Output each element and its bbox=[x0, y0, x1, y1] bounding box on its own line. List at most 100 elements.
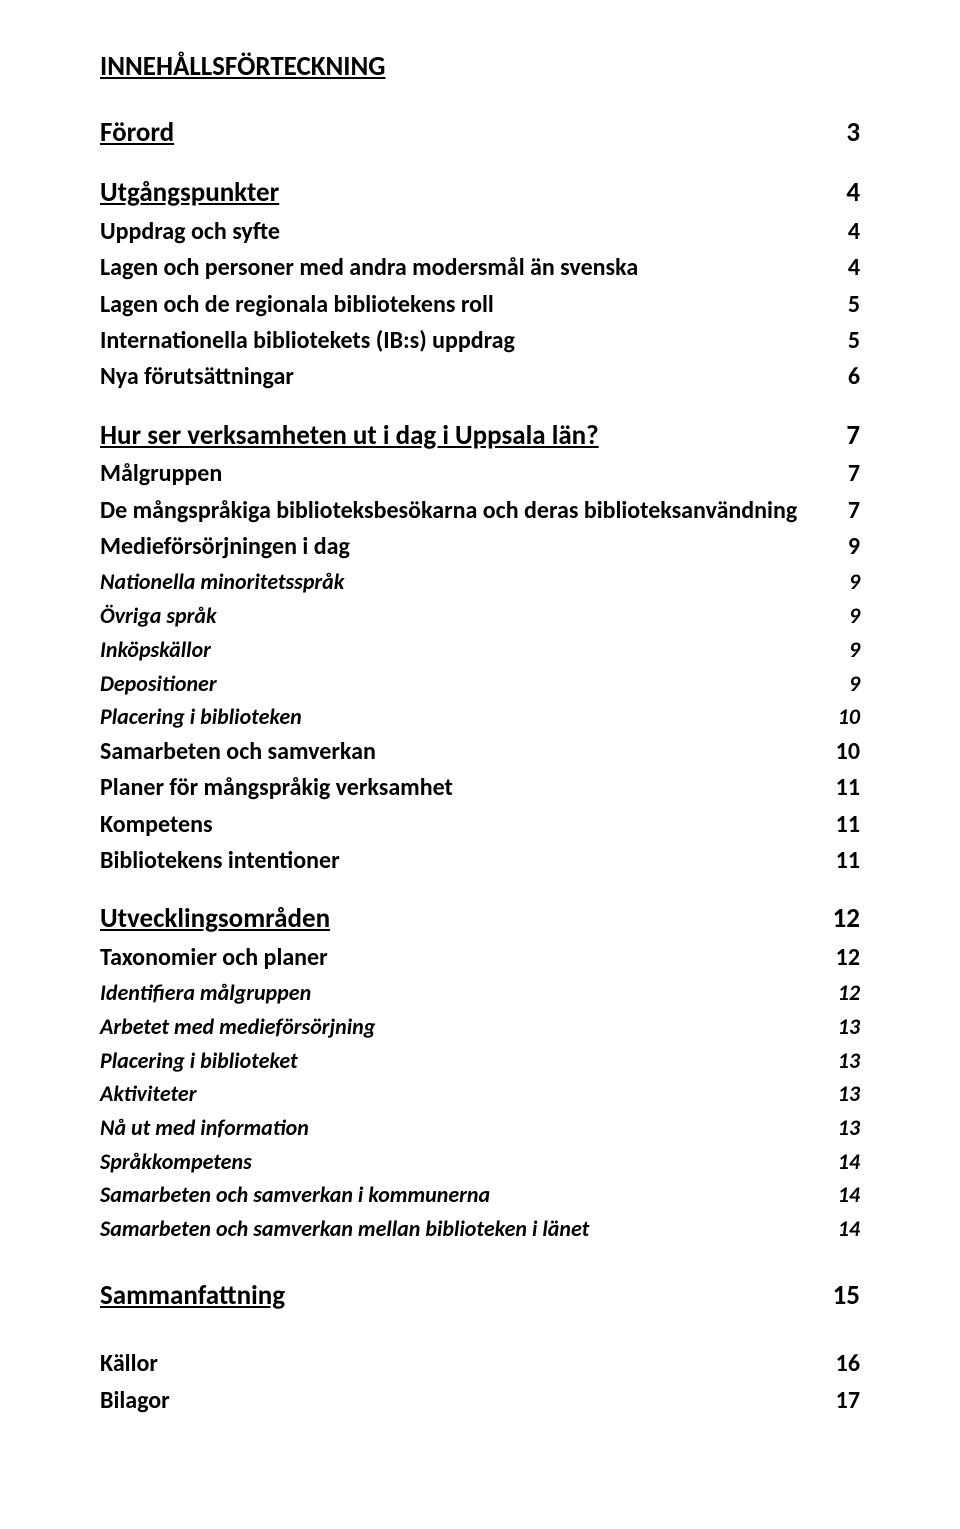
toc-entry-label: Placering i biblioteken bbox=[100, 702, 820, 732]
toc-entry: Planer för mångspråkig verksamhet11 bbox=[100, 772, 860, 804]
toc-entry-page: 14 bbox=[820, 1180, 860, 1210]
toc-entry-page: 13 bbox=[820, 1046, 860, 1076]
toc-entry-label: Målgruppen bbox=[100, 458, 820, 490]
toc-entry-label: Medieförsörjningen i dag bbox=[100, 531, 820, 563]
toc-entry-page: 15 bbox=[820, 1278, 860, 1314]
toc-entry-label: Samarbeten och samverkan bbox=[100, 736, 820, 768]
toc-entry-label: Samarbeten och samverkan mellan bibliote… bbox=[100, 1214, 820, 1244]
toc-title: INNEHÅLLSFÖRTECKNING bbox=[100, 50, 860, 83]
toc-entry-label: Taxonomier och planer bbox=[100, 942, 820, 974]
toc-entry: Internationella bibliotekets (IB:s) uppd… bbox=[100, 325, 860, 357]
toc-entry-label: Språkkompetens bbox=[100, 1147, 820, 1177]
toc-entry-label: De mångspråkiga biblioteksbesökarna och … bbox=[100, 495, 820, 527]
toc-entry-page: 3 bbox=[820, 115, 860, 151]
toc-entry: Bilagor17 bbox=[100, 1385, 860, 1417]
toc-entry-label: Planer för mångspråkig verksamhet bbox=[100, 772, 820, 804]
toc-entry-label: Nationella minoritetsspråk bbox=[100, 567, 820, 597]
toc-entry-label: Förord bbox=[100, 115, 820, 151]
toc-entry: Bibliotekens intentioner11 bbox=[100, 845, 860, 877]
toc-entry-label: Inköpskällor bbox=[100, 635, 820, 665]
toc-entry: Inköpskällor9 bbox=[100, 635, 860, 665]
toc-entry: Utgångspunkter4 bbox=[100, 175, 860, 211]
toc-entry: Aktiviteter13 bbox=[100, 1079, 860, 1109]
toc-entry: Sammanfattning15 bbox=[100, 1278, 860, 1314]
toc-entry-label: Internationella bibliotekets (IB:s) uppd… bbox=[100, 325, 820, 357]
toc-entry-page: 16 bbox=[820, 1348, 860, 1380]
toc-entry-label: Aktiviteter bbox=[100, 1079, 820, 1109]
toc-entry-page: 7 bbox=[820, 495, 860, 527]
toc-entry-label: Samarbeten och samverkan i kommunerna bbox=[100, 1180, 820, 1210]
toc-entry-page: 13 bbox=[820, 1113, 860, 1143]
toc-entry: Nationella minoritetsspråk9 bbox=[100, 567, 860, 597]
toc-entry: Lagen och personer med andra modersmål ä… bbox=[100, 252, 860, 284]
toc-entry-page: 11 bbox=[820, 845, 860, 877]
toc-entry-page: 9 bbox=[820, 669, 860, 699]
toc-entry-page: 14 bbox=[820, 1147, 860, 1177]
toc-entry-page: 9 bbox=[820, 567, 860, 597]
toc-entry: Depositioner9 bbox=[100, 669, 860, 699]
toc-entry-label: Placering i biblioteket bbox=[100, 1046, 820, 1076]
toc-entry: De mångspråkiga biblioteksbesökarna och … bbox=[100, 495, 860, 527]
toc-entry: Placering i biblioteket13 bbox=[100, 1046, 860, 1076]
toc-entry-label: Bilagor bbox=[100, 1385, 820, 1417]
toc-entry: Arbetet med medieförsörjning13 bbox=[100, 1012, 860, 1042]
toc-entry-label: Uppdrag och syfte bbox=[100, 216, 820, 248]
toc-entry: Placering i biblioteken10 bbox=[100, 702, 860, 732]
toc-entry-label: Hur ser verksamheten ut i dag i Uppsala … bbox=[100, 418, 820, 454]
toc-entry-page: 10 bbox=[820, 736, 860, 768]
toc-entry: Nå ut med information13 bbox=[100, 1113, 860, 1143]
toc-entry-label: Kompetens bbox=[100, 809, 820, 841]
toc-entry-page: 13 bbox=[820, 1079, 860, 1109]
toc-entry-label: Övriga språk bbox=[100, 601, 820, 631]
toc-entry-page: 5 bbox=[820, 289, 860, 321]
toc-list: Förord3Utgångspunkter4Uppdrag och syfte4… bbox=[100, 115, 860, 1417]
toc-entry-page: 12 bbox=[820, 978, 860, 1008]
toc-entry: Identifiera målgruppen12 bbox=[100, 978, 860, 1008]
toc-entry: Förord3 bbox=[100, 115, 860, 151]
toc-entry-page: 12 bbox=[820, 942, 860, 974]
toc-entry-page: 5 bbox=[820, 325, 860, 357]
toc-entry-label: Identifiera målgruppen bbox=[100, 978, 820, 1008]
toc-entry-page: 11 bbox=[820, 809, 860, 841]
toc-entry-label: Utgångspunkter bbox=[100, 175, 820, 211]
toc-entry-page: 12 bbox=[820, 901, 860, 937]
toc-entry-page: 11 bbox=[820, 772, 860, 804]
toc-entry-page: 7 bbox=[820, 418, 860, 454]
toc-entry-page: 9 bbox=[820, 635, 860, 665]
toc-entry-label: Bibliotekens intentioner bbox=[100, 845, 820, 877]
toc-entry-label: Sammanfattning bbox=[100, 1278, 820, 1314]
toc-entry-label: Depositioner bbox=[100, 669, 820, 699]
toc-entry-label: Nya förutsättningar bbox=[100, 361, 820, 393]
toc-entry-page: 14 bbox=[820, 1214, 860, 1244]
toc-entry-page: 17 bbox=[820, 1385, 860, 1417]
toc-entry-label: Lagen och de regionala bibliotekens roll bbox=[100, 289, 820, 321]
toc-entry: Samarbeten och samverkan mellan bibliote… bbox=[100, 1214, 860, 1244]
toc-entry-page: 6 bbox=[820, 361, 860, 393]
toc-entry-label: Arbetet med medieförsörjning bbox=[100, 1012, 820, 1042]
toc-entry-label: Källor bbox=[100, 1348, 820, 1380]
toc-entry-label: Utvecklingsområden bbox=[100, 901, 820, 937]
toc-entry: Uppdrag och syfte4 bbox=[100, 216, 860, 248]
toc-entry: Medieförsörjningen i dag9 bbox=[100, 531, 860, 563]
toc-entry-page: 13 bbox=[820, 1012, 860, 1042]
toc-entry-page: 9 bbox=[820, 531, 860, 563]
toc-entry: Taxonomier och planer12 bbox=[100, 942, 860, 974]
toc-entry: Källor16 bbox=[100, 1348, 860, 1380]
toc-entry: Övriga språk9 bbox=[100, 601, 860, 631]
toc-entry-page: 4 bbox=[820, 252, 860, 284]
toc-entry: Målgruppen7 bbox=[100, 458, 860, 490]
toc-entry-label: Lagen och personer med andra modersmål ä… bbox=[100, 252, 820, 284]
toc-entry: Lagen och de regionala bibliotekens roll… bbox=[100, 289, 860, 321]
toc-entry: Språkkompetens14 bbox=[100, 1147, 860, 1177]
toc-entry-page: 4 bbox=[820, 175, 860, 211]
toc-entry: Hur ser verksamheten ut i dag i Uppsala … bbox=[100, 418, 860, 454]
toc-entry: Utvecklingsområden12 bbox=[100, 901, 860, 937]
toc-entry-label: Nå ut med information bbox=[100, 1113, 820, 1143]
toc-entry: Kompetens11 bbox=[100, 809, 860, 841]
toc-entry: Samarbeten och samverkan10 bbox=[100, 736, 860, 768]
toc-entry-page: 4 bbox=[820, 216, 860, 248]
toc-entry-page: 9 bbox=[820, 601, 860, 631]
toc-entry-page: 10 bbox=[820, 702, 860, 732]
toc-entry-page: 7 bbox=[820, 458, 860, 490]
toc-entry: Nya förutsättningar6 bbox=[100, 361, 860, 393]
